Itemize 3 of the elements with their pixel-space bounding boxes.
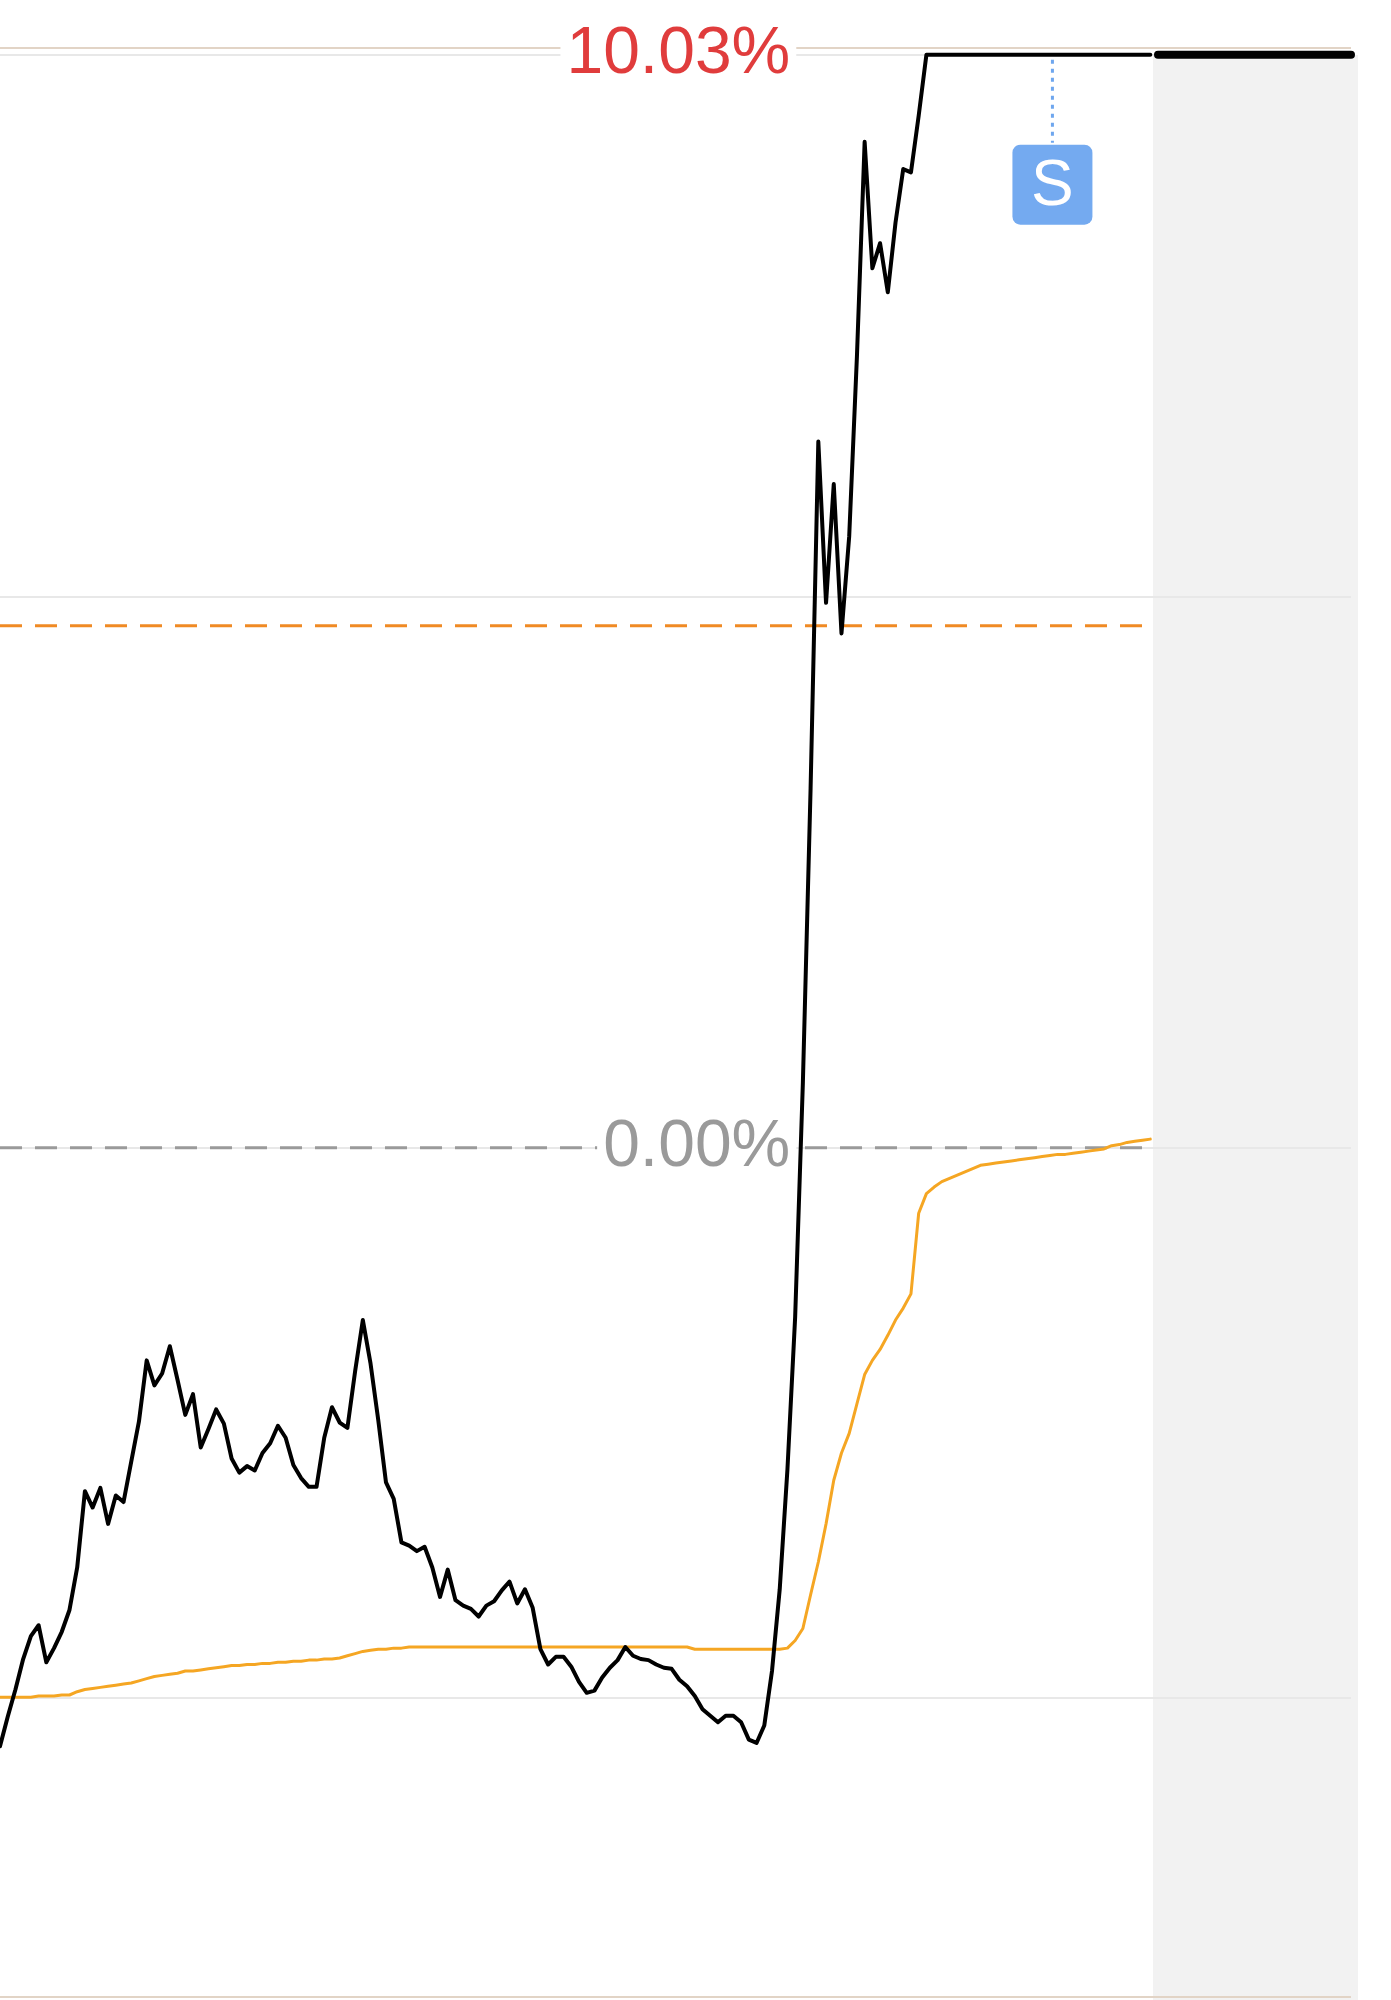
y-tick-label: 10.03% [566,12,791,87]
y-tick-label: 0.00% [603,1106,791,1181]
annotation: S [1031,147,1074,220]
